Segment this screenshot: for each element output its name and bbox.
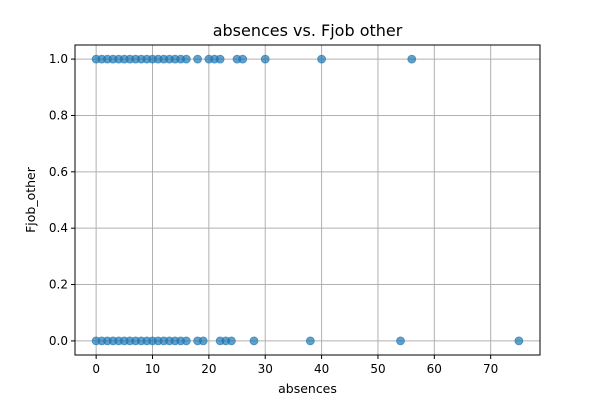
data-point <box>260 54 270 64</box>
x-tick-label: 50 <box>370 362 385 376</box>
data-point <box>227 336 236 346</box>
data-point <box>193 54 202 64</box>
x-tick-label: 0 <box>92 362 100 376</box>
y-tick-label: 0.6 <box>49 165 68 179</box>
grid <box>75 45 540 355</box>
data-point <box>396 336 405 346</box>
x-tick-label: 60 <box>427 362 442 376</box>
data-point <box>238 54 248 64</box>
y-tick-label: 0.0 <box>49 334 68 348</box>
x-axis-label: absences <box>278 381 337 396</box>
plot-frame <box>74 44 541 356</box>
data-point <box>249 336 259 346</box>
x-tick-label: 70 <box>483 362 498 376</box>
x-tick-label: 10 <box>145 362 160 376</box>
data-point <box>198 336 208 346</box>
data-point <box>407 54 417 64</box>
data-point <box>317 54 326 64</box>
data-points <box>91 54 524 346</box>
chart-title: absences vs. Fjob other <box>213 21 403 40</box>
x-tick-label: 40 <box>314 362 329 376</box>
data-point <box>181 54 191 64</box>
y-tick-label: 1.0 <box>49 52 68 66</box>
y-axis-label: Fjob_other <box>23 166 38 233</box>
data-point <box>514 336 524 346</box>
x-tick-label: 30 <box>258 362 273 376</box>
y-tick-label: 0.4 <box>49 221 68 235</box>
y-tick-label: 0.2 <box>49 278 68 292</box>
axis-ticks: 0 10 20 30 40 50 60 70 0.0 0.2 0.4 0.6 0.8 1.0 <box>49 52 498 376</box>
x-tick-label: 20 <box>201 362 216 376</box>
data-point <box>181 336 191 346</box>
data-point <box>305 336 315 346</box>
y-tick-label: 0.8 <box>49 108 68 122</box>
data-point <box>215 54 225 64</box>
